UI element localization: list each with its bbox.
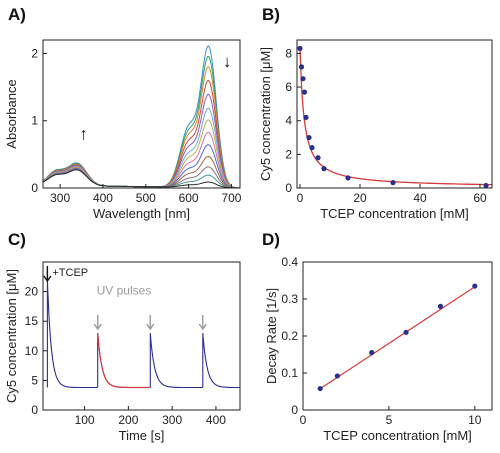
x-tick-label: 0 xyxy=(297,191,304,205)
y-tick-label: 2 xyxy=(285,147,292,161)
y-tick-label: 0.4 xyxy=(281,255,298,269)
panel-label: D) xyxy=(262,230,280,249)
axes-frame xyxy=(42,261,241,411)
y-tick-label: 15 xyxy=(25,314,39,328)
x-tick-label: 20 xyxy=(353,191,367,205)
data-point xyxy=(472,283,478,289)
x-tick-label: 300 xyxy=(162,413,182,427)
panel-B: B) 0 20 40 60 0 2 4 6 8 TCEP concentration [mM] Cy5… xyxy=(258,5,493,221)
spectrum-line xyxy=(43,166,240,188)
spectrum-line xyxy=(43,169,240,188)
y-axis-label: Absorbance xyxy=(4,79,19,148)
y-tick-label: 0 xyxy=(31,403,38,417)
plot-area xyxy=(46,279,240,389)
data-point xyxy=(317,385,323,392)
y-tick-label: 0 xyxy=(285,181,292,195)
data-point xyxy=(306,134,312,141)
y-tick-label: 10 xyxy=(25,344,39,358)
fit-curve xyxy=(299,47,492,186)
panel-label: C) xyxy=(8,230,26,249)
data-point xyxy=(483,182,489,188)
x-axis-label: TCEP concentration [mM] xyxy=(320,206,469,221)
data-point xyxy=(321,166,327,172)
x-tick-label: 10 xyxy=(468,413,482,427)
panel-D: D) 0 5 10 0 0.1 0.2 0.3 0.4 TCEP concentration [m… xyxy=(262,230,493,443)
pulse-arrow-head xyxy=(43,275,52,283)
spectrum-line xyxy=(43,155,240,188)
data-point xyxy=(437,303,444,309)
y-tick-label: 6 xyxy=(285,80,292,94)
x-tick-label: 700 xyxy=(221,191,241,205)
axes-frame xyxy=(42,39,241,189)
x-tick-label: 300 xyxy=(50,191,70,205)
y-tick-label: 4 xyxy=(285,114,292,128)
x-tick-label: 40 xyxy=(413,191,427,205)
plot-area xyxy=(43,45,240,188)
data-point xyxy=(300,76,306,82)
x-tick-label: 5 xyxy=(386,413,393,427)
x-tick-label: 500 xyxy=(136,191,156,205)
trace-line xyxy=(149,332,203,389)
data-point xyxy=(298,64,305,70)
data-point xyxy=(390,180,396,186)
y-tick-label: 20 xyxy=(25,285,39,299)
y-tick-label: 2 xyxy=(31,46,38,60)
data-point xyxy=(369,350,375,356)
data-point xyxy=(334,373,340,379)
plot-area xyxy=(317,283,478,392)
y-tick-label: 0 xyxy=(291,403,298,417)
y-axis-label: Cy5 concentration [μM] xyxy=(258,47,273,181)
data-point xyxy=(315,155,321,161)
plot-area xyxy=(297,45,492,188)
data-point xyxy=(309,145,315,151)
y-axis-label: Decay Rate [1/s] xyxy=(264,288,279,384)
spectrum-line xyxy=(43,93,240,188)
x-tick-label: 200 xyxy=(118,413,138,427)
panel-C: C) 100 200 300 400 0 5 10 15 20 Time [s] Cy5 concen… xyxy=(4,230,241,443)
y-tick-label: 0 xyxy=(31,181,38,195)
data-point xyxy=(301,89,308,95)
x-tick-label: 400 xyxy=(93,191,113,205)
data-point xyxy=(297,45,303,52)
spectrum-line xyxy=(43,131,240,188)
x-axis-label: Time [s] xyxy=(119,428,165,443)
pulse-arrow-head xyxy=(198,323,207,331)
fit-curve xyxy=(97,332,151,389)
x-tick-label: 600 xyxy=(179,191,199,205)
x-tick-label: 400 xyxy=(206,413,226,427)
data-point xyxy=(303,114,309,120)
panel-A: A) 300 400 500 600 700 0 1 2 Wavelength [nm] Absor… xyxy=(4,5,242,221)
y-tick-label: 5 xyxy=(31,373,38,387)
x-axis-label: Wavelength [nm] xyxy=(93,206,190,221)
axes-frame xyxy=(302,261,493,411)
x-tick-label: 100 xyxy=(75,413,95,427)
uv-pulses-annotation: UV pulses xyxy=(97,284,152,298)
data-point xyxy=(403,329,409,335)
y-tick-label: 0.3 xyxy=(281,292,298,306)
fit-line xyxy=(319,286,476,390)
trend-arrow: ↑ xyxy=(79,125,88,144)
trace-line xyxy=(202,332,240,389)
spectrum-line xyxy=(43,107,240,188)
x-tick-label: 0 xyxy=(300,413,307,427)
tcep-annotation: +TCEP xyxy=(52,267,88,279)
y-tick-label: 0.2 xyxy=(281,329,298,343)
data-point xyxy=(345,175,351,181)
x-axis-label: TCEP concentration [mM] xyxy=(323,428,472,443)
pulse-arrow-head xyxy=(146,323,155,331)
trend-arrow: ↓ xyxy=(223,52,232,71)
spectrum-line xyxy=(43,169,240,188)
panel-label: A) xyxy=(8,5,26,24)
axes-frame xyxy=(296,39,493,189)
y-axis-label: Cy5 concentration [μM] xyxy=(4,269,19,403)
panel-label: B) xyxy=(262,5,280,24)
y-tick-label: 1 xyxy=(31,114,38,128)
y-tick-label: 0.1 xyxy=(281,366,298,380)
pulse-arrow-head xyxy=(93,323,102,331)
trace-line xyxy=(46,279,98,389)
x-tick-label: 60 xyxy=(473,191,487,205)
y-tick-label: 8 xyxy=(285,46,292,60)
spectrum-line xyxy=(43,119,240,188)
